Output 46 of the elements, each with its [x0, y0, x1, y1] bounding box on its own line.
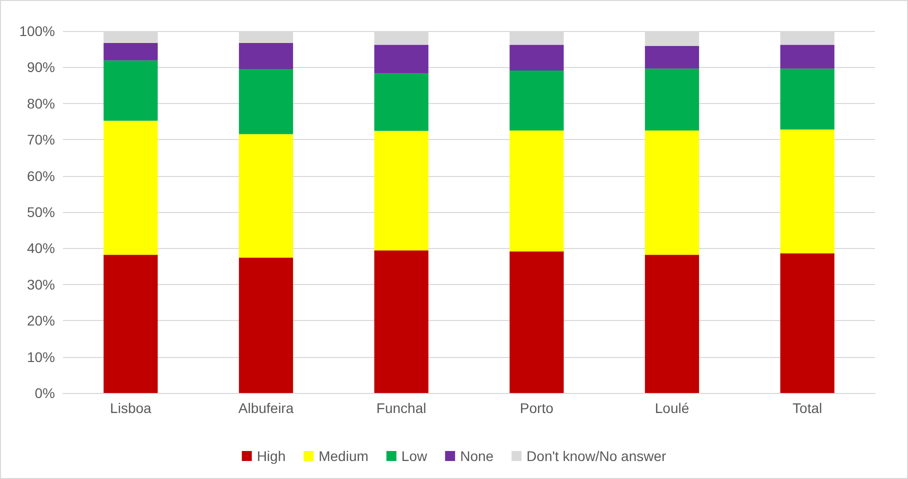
bar [510, 70, 564, 131]
bar [780, 253, 834, 393]
y-tick-label: 70% [26, 132, 55, 148]
bar [238, 258, 294, 393]
legend-label: Low [401, 448, 428, 464]
y-tick-label: 10% [26, 348, 55, 365]
y-tick-label: 40% [26, 240, 55, 256]
bar [374, 73, 428, 131]
legend-label: Medium [318, 448, 368, 464]
y-tick-label: 90% [26, 59, 55, 76]
y-tick-label: 30% [26, 276, 55, 292]
bar [780, 68, 834, 130]
bar [104, 120, 158, 255]
x-tick-label: Lisboa [110, 400, 152, 416]
bar [374, 250, 428, 393]
bar [374, 130, 428, 250]
legend-label: High [256, 448, 286, 464]
y-tick-label: 60% [26, 168, 55, 184]
y-tick-label: 100% [19, 23, 55, 39]
x-tick-label: Total [792, 400, 822, 416]
legend-label: Don't know/No answer [526, 448, 667, 464]
bar [780, 129, 834, 254]
bar [644, 254, 700, 393]
bar [644, 130, 700, 255]
y-tick-label: 20% [26, 312, 55, 329]
bar [780, 44, 834, 69]
y-tick-label: 80% [26, 95, 55, 112]
bar [644, 68, 700, 131]
y-tick-label: 50% [26, 204, 55, 220]
bar [510, 251, 564, 393]
x-tick-label: Albufeira [238, 400, 294, 416]
bar [104, 254, 158, 393]
bar [238, 42, 294, 70]
bar [510, 130, 564, 252]
y-tick-label: 0% [34, 385, 55, 401]
bar [104, 42, 158, 60]
x-tick-label: Funchal [376, 400, 426, 416]
bar [510, 44, 564, 70]
bar [238, 69, 294, 134]
x-tick-label: Loulé [654, 400, 690, 416]
bar [374, 44, 428, 74]
bar [104, 60, 158, 121]
legend-label: None [460, 448, 494, 464]
bar [238, 134, 294, 258]
bar [644, 46, 700, 69]
x-tick-label: Porto [520, 400, 554, 416]
